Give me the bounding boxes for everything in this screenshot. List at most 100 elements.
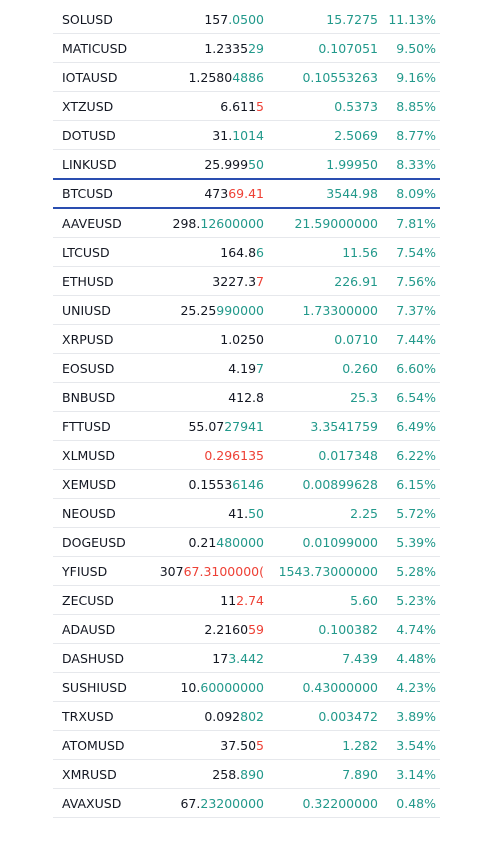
- last-price-cell: 157.0500: [204, 5, 264, 34]
- change-cell: 3.3541759: [310, 419, 378, 434]
- change-cell: 3544.98: [326, 186, 378, 201]
- last-price-base: 41.: [228, 506, 249, 521]
- last-price-base: 3227.3: [212, 274, 257, 289]
- table-row[interactable]: TRXUSD 0.092802 0.003472 3.89%: [53, 702, 440, 731]
- change-cell: 1543.73000000: [278, 564, 378, 579]
- last-price-cell: 0.092802: [204, 702, 264, 731]
- symbol-cell: DOGEUSD: [62, 535, 126, 550]
- table-row[interactable]: NEOUSD 41.50 2.25 5.72%: [53, 499, 440, 528]
- change-percent-cell: 5.39%: [396, 535, 436, 550]
- table-row[interactable]: ETHUSD 3227.37 226.91 7.56%: [53, 267, 440, 296]
- change-cell: 2.5069: [334, 128, 378, 143]
- last-price-changed-digits: 23200000: [200, 796, 264, 811]
- symbol-cell: SUSHIUSD: [62, 680, 127, 695]
- symbol-cell: EOSUSD: [62, 361, 115, 376]
- last-price-changed-digits: 2.74: [236, 593, 264, 608]
- last-price-cell: 47369.41: [204, 180, 264, 207]
- last-price-changed-digits: 480000: [216, 535, 264, 550]
- symbol-cell: UNIUSD: [62, 303, 111, 318]
- last-price-changed-digits: 1014: [232, 128, 264, 143]
- table-row[interactable]: XLMUSD 0.296135 0.017348 6.22%: [53, 441, 440, 470]
- change-cell: 0.43000000: [302, 680, 378, 695]
- table-row[interactable]: XRPUSD 1.0250 0.0710 7.44%: [53, 325, 440, 354]
- change-percent-cell: 8.09%: [396, 186, 436, 201]
- last-price-cell: 30767.3100000(: [160, 557, 264, 586]
- table-row[interactable]: DASHUSD 173.442 7.439 4.48%: [53, 644, 440, 673]
- table-row[interactable]: FTTUSD 55.0727941 3.3541759 6.49%: [53, 412, 440, 441]
- change-percent-cell: 7.44%: [396, 332, 436, 347]
- last-price-base: 10.: [180, 680, 201, 695]
- last-price-base: 31.: [212, 128, 233, 143]
- symbol-cell: AVAXUSD: [62, 796, 122, 811]
- last-price-cell: 164.86: [220, 238, 264, 267]
- change-cell: 0.10553263: [302, 70, 378, 85]
- symbol-cell: XRPUSD: [62, 332, 114, 347]
- change-cell: 5.60: [350, 593, 378, 608]
- last-price-changed-digits: 5: [256, 99, 264, 114]
- last-price-changed-digits: 802: [240, 709, 264, 724]
- last-price-changed-digits: 12600000: [200, 216, 264, 231]
- last-price-changed-digits: 29: [248, 41, 264, 56]
- change-percent-cell: 6.60%: [396, 361, 436, 376]
- change-cell: 0.5373: [334, 99, 378, 114]
- table-row[interactable]: XEMUSD 0.15536146 0.00899628 6.15%: [53, 470, 440, 499]
- last-price-changed-digits: 7: [256, 274, 264, 289]
- symbol-cell: ADAUSD: [62, 622, 116, 637]
- table-row[interactable]: ATOMUSD 37.505 1.282 3.54%: [53, 731, 440, 760]
- change-percent-cell: 7.54%: [396, 245, 436, 260]
- table-row[interactable]: YFIUSD 30767.3100000( 1543.73000000 5.28%: [53, 557, 440, 586]
- last-price-base: 164.8: [220, 245, 257, 260]
- symbol-cell: FTTUSD: [62, 419, 111, 434]
- table-row[interactable]: ZECUSD 112.74 5.60 5.23%: [53, 586, 440, 615]
- symbol-cell: ETHUSD: [62, 274, 114, 289]
- change-percent-cell: 11.13%: [388, 12, 436, 27]
- table-row[interactable]: ADAUSD 2.216059 0.100382 4.74%: [53, 615, 440, 644]
- last-price-cell: 2.216059: [204, 615, 264, 644]
- table-row[interactable]: BNBUSD 412.8 25.3 6.54%: [53, 383, 440, 412]
- last-price-base: 157: [204, 12, 229, 27]
- last-price-cell: 1.0250: [220, 325, 264, 354]
- table-row[interactable]: UNIUSD 25.25990000 1.73300000 7.37%: [53, 296, 440, 325]
- last-price-changed-digits: 890: [240, 767, 264, 782]
- last-price-cell: 112.74: [220, 586, 264, 615]
- last-price-base: 258.: [212, 767, 241, 782]
- table-row[interactable]: BTCUSD 47369.41 3544.98 8.09%: [53, 178, 440, 209]
- table-row[interactable]: DOGEUSD 0.21480000 0.01099000 5.39%: [53, 528, 440, 557]
- last-price-base: 1.2335: [204, 41, 249, 56]
- last-price-cell: 173.442: [212, 644, 264, 673]
- last-price-changed-digits: 4886: [232, 70, 264, 85]
- last-price-base: 67.: [180, 796, 201, 811]
- symbol-cell: ZECUSD: [62, 593, 114, 608]
- last-price-changed-digits: 3.442: [228, 651, 264, 666]
- change-cell: 0.00899628: [302, 477, 378, 492]
- table-row[interactable]: XMRUSD 258.890 7.890 3.14%: [53, 760, 440, 789]
- symbol-cell: YFIUSD: [62, 564, 108, 579]
- table-row[interactable]: XTZUSD 6.6115 0.5373 8.85%: [53, 92, 440, 121]
- table-row[interactable]: IOTAUSD 1.25804886 0.10553263 9.16%: [53, 63, 440, 92]
- last-price-changed-digits: 50: [248, 157, 264, 172]
- table-row[interactable]: SUSHIUSD 10.60000000 0.43000000 4.23%: [53, 673, 440, 702]
- table-row[interactable]: LTCUSD 164.86 11.56 7.54%: [53, 238, 440, 267]
- change-cell: 0.0710: [334, 332, 378, 347]
- table-row[interactable]: SOLUSD 157.0500 15.7275 11.13%: [53, 5, 440, 34]
- table-row[interactable]: DOTUSD 31.1014 2.5069 8.77%: [53, 121, 440, 150]
- symbol-cell: BNBUSD: [62, 390, 116, 405]
- change-percent-cell: 4.23%: [396, 680, 436, 695]
- symbol-cell: BTCUSD: [62, 186, 113, 201]
- symbol-cell: XEMUSD: [62, 477, 116, 492]
- last-price-base: 307: [159, 564, 184, 579]
- last-price-cell: 0.21480000: [188, 528, 264, 557]
- last-price-base: 4.19: [228, 361, 257, 376]
- change-cell: 1.99950: [326, 157, 378, 172]
- table-row[interactable]: LINKUSD 25.99950 1.99950 8.33%: [53, 150, 440, 179]
- change-percent-cell: 5.28%: [396, 564, 436, 579]
- change-cell: 0.01099000: [302, 535, 378, 550]
- last-price-cell: 3227.37: [212, 267, 264, 296]
- change-cell: 0.017348: [318, 448, 378, 463]
- last-price-base: 412.8: [228, 390, 264, 405]
- table-row[interactable]: AAVEUSD 298.12600000 21.59000000 7.81%: [53, 209, 440, 238]
- table-row[interactable]: AVAXUSD 67.23200000 0.32200000 0.48%: [53, 789, 440, 818]
- table-row[interactable]: EOSUSD 4.197 0.260 6.60%: [53, 354, 440, 383]
- table-row[interactable]: MATICUSD 1.233529 0.107051 9.50%: [53, 34, 440, 63]
- symbol-cell: NEOUSD: [62, 506, 116, 521]
